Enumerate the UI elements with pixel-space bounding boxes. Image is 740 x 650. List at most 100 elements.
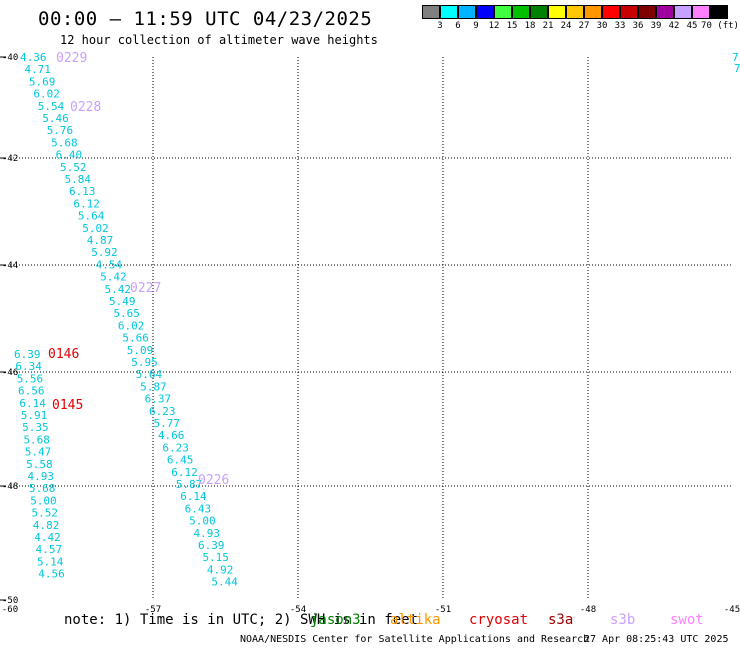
legend-swatch xyxy=(494,5,512,19)
lat-label: -48 xyxy=(2,482,18,492)
swh-value-label: 5.46 xyxy=(42,112,69,125)
pass-time-label: 0226 xyxy=(198,473,229,488)
swh-value-label: 5.76 xyxy=(47,124,73,137)
legend-swatches xyxy=(422,5,728,19)
legend-tick-label: 33 xyxy=(614,21,626,31)
legend-tick-label: 24 xyxy=(560,21,572,31)
swh-value-label: 5.35 xyxy=(22,421,48,434)
lon-label: -54 xyxy=(290,605,306,615)
swh-value-label: 4.57 xyxy=(36,543,63,556)
swh-value-label: 6.40 xyxy=(56,149,83,162)
swh-value-label: 6.12 xyxy=(171,466,198,479)
swh-value-label: 5.42 xyxy=(100,271,127,284)
swh-value-label: 5.91 xyxy=(21,409,48,422)
swh-value-label: 6.45 xyxy=(167,454,194,467)
swh-value-label: 5.52 xyxy=(32,507,59,520)
legend-swatch xyxy=(602,5,620,19)
legend-tick-label: 18 xyxy=(524,21,536,31)
legend-swatch xyxy=(458,5,476,19)
swh-value-label: 4.56 xyxy=(38,568,65,581)
pass-time-label: 0227 xyxy=(130,281,161,296)
swh-value-label: 5.95 xyxy=(131,356,158,369)
swh-value-label: 4.66 xyxy=(158,429,185,442)
swh-value-label: 5.64 xyxy=(136,368,163,381)
swh-value-label: 6.39 xyxy=(14,348,41,361)
swh-value-label: 4.36 xyxy=(20,51,47,64)
legend-tick-labels: 3 6 9 12 15 18 21 24 27 30 33 36 39 42 45 70 (ft) xyxy=(422,21,740,33)
satellite-name-cryosat: cryosat xyxy=(469,612,529,628)
legend-tick-label: 15 xyxy=(506,21,518,31)
legend-tick-label: 27 xyxy=(578,21,590,31)
legend-tick-label: 6 xyxy=(455,21,461,31)
lat-label: -44 xyxy=(2,261,18,271)
legend-swatch xyxy=(620,5,638,19)
lat-label: -42 xyxy=(2,154,18,164)
legend-swatch xyxy=(710,5,728,19)
credit-text: NOAA/NESDIS Center for Satellite Applica… xyxy=(240,634,590,645)
legend-tick-label: 42 xyxy=(668,21,680,31)
lon-label: -51 xyxy=(435,605,451,615)
satellite-name-altika: altika xyxy=(390,612,441,628)
wave-height-legend: 3 6 9 12 15 18 21 24 27 30 33 36 39 42 45 70 (ft) xyxy=(422,5,739,31)
legend-swatch xyxy=(584,5,602,19)
legend-tick-label: 39 xyxy=(650,21,662,31)
legend-swatch xyxy=(512,5,530,19)
pass-time-label: 0228 xyxy=(70,100,101,115)
swh-value-label: 4.92 xyxy=(207,563,234,576)
swh-value-label: 5.65 xyxy=(113,307,140,320)
swh-value-label: 7 xyxy=(734,62,740,75)
swh-value-label: 6.23 xyxy=(149,405,176,418)
legend-tick-label: 45 xyxy=(686,21,698,31)
swh-value-label: 6.12 xyxy=(73,197,100,210)
swh-value-label: 4.93 xyxy=(194,527,221,540)
swh-value-label: 5.49 xyxy=(109,295,136,308)
swh-value-label: 5.54 xyxy=(38,100,65,113)
swh-value-label: 5.56 xyxy=(17,372,44,385)
legend-tick-label: 12 xyxy=(488,21,500,31)
legend-tick-label: 70 (ft) xyxy=(701,21,739,31)
swh-value-label: 5.87 xyxy=(140,380,167,393)
swh-value-label: 4.54 xyxy=(96,258,123,271)
swh-value-label: 5.92 xyxy=(91,246,118,259)
legend-swatch xyxy=(422,5,440,19)
legend-tick-label: 9 xyxy=(473,21,479,31)
swh-value-label: 4.82 xyxy=(33,519,60,532)
swh-value-label: 5.00 xyxy=(30,494,57,507)
pass-time-label: 0229 xyxy=(56,51,87,66)
swh-value-label: 5.44 xyxy=(211,576,238,589)
swh-value-label: 7. xyxy=(732,51,740,64)
satellite-name-jason3: jason3 xyxy=(310,612,361,628)
swh-value-label: 4.71 xyxy=(24,63,51,76)
map-title: 00:00 — 11:59 UTC 04/23/2025 xyxy=(38,8,373,30)
swh-value-label: 6.23 xyxy=(162,441,189,454)
legend-swatch xyxy=(530,5,548,19)
swh-value-label: 5.68 xyxy=(23,433,50,446)
legend-swatch xyxy=(566,5,584,19)
swh-value-label: 6.02 xyxy=(118,319,144,332)
lon-label: -60 xyxy=(2,605,18,615)
map-subtitle: 12 hour collection of altimeter wave hei… xyxy=(60,33,378,47)
footer-note: note: 1) Time is in UTC; 2) SWH is in fe… xyxy=(64,612,419,628)
swh-value-label: 5.68 xyxy=(51,136,78,149)
swh-value-label: 5.64 xyxy=(78,210,105,223)
swh-value-label: 6.39 xyxy=(198,539,225,552)
legend-swatch xyxy=(638,5,656,19)
swh-value-label: 6.43 xyxy=(185,502,212,515)
pass-time-label: 0146 xyxy=(48,347,79,362)
legend-swatch xyxy=(476,5,494,19)
legend-swatch xyxy=(656,5,674,19)
swh-value-label: 5.69 xyxy=(29,75,56,88)
swh-value-label: 4.87 xyxy=(87,234,114,247)
swh-value-label: 5.09 xyxy=(127,344,154,357)
legend-tick-label: 21 xyxy=(542,21,554,31)
lat-label: -50 xyxy=(2,596,18,606)
satellite-name-s3a: s3a xyxy=(548,612,574,628)
swh-value-label: 5.58 xyxy=(26,458,53,471)
swh-value-label: 5.15 xyxy=(202,551,229,564)
satellite-name-s3b: s3b xyxy=(610,612,636,628)
swh-value-label: 4.42 xyxy=(34,531,61,544)
legend-swatch xyxy=(692,5,710,19)
legend-swatch xyxy=(548,5,566,19)
lat-label: -40 xyxy=(2,53,18,63)
